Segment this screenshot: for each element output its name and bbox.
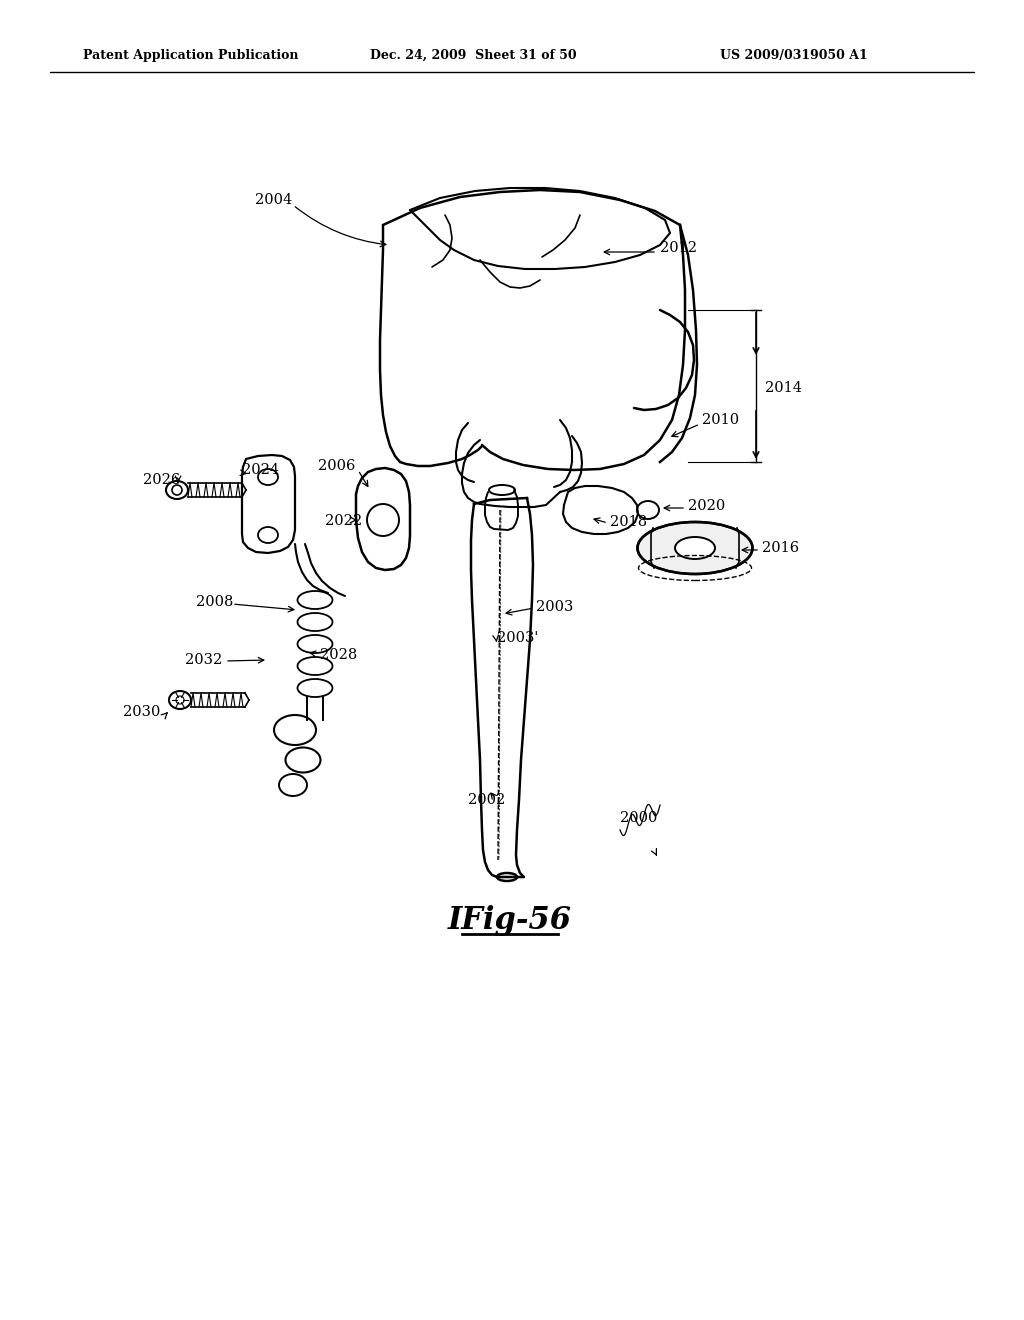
- Text: 2028: 2028: [319, 648, 357, 663]
- Ellipse shape: [675, 537, 715, 558]
- Text: 2003': 2003': [497, 631, 539, 645]
- Text: 2030: 2030: [123, 705, 161, 719]
- Text: 2014: 2014: [765, 381, 802, 395]
- Ellipse shape: [274, 715, 316, 744]
- Text: Dec. 24, 2009  Sheet 31 of 50: Dec. 24, 2009 Sheet 31 of 50: [370, 49, 577, 62]
- Text: US 2009/0319050 A1: US 2009/0319050 A1: [720, 49, 867, 62]
- Text: 2020: 2020: [688, 499, 725, 513]
- Text: Patent Application Publication: Patent Application Publication: [83, 49, 299, 62]
- Ellipse shape: [298, 612, 333, 631]
- Text: 2024: 2024: [242, 463, 280, 477]
- Text: IFig-56: IFig-56: [449, 904, 572, 936]
- Ellipse shape: [286, 747, 321, 772]
- Ellipse shape: [638, 521, 753, 574]
- Ellipse shape: [169, 690, 191, 709]
- Ellipse shape: [298, 635, 333, 653]
- Text: 2010: 2010: [702, 413, 739, 426]
- Text: 2000: 2000: [620, 810, 657, 825]
- Text: 2004: 2004: [255, 193, 292, 207]
- Ellipse shape: [298, 591, 333, 609]
- Text: 2006: 2006: [318, 459, 355, 473]
- Ellipse shape: [279, 774, 307, 796]
- Ellipse shape: [298, 657, 333, 675]
- Text: 2002: 2002: [468, 793, 505, 807]
- Text: 2012: 2012: [660, 242, 697, 255]
- Text: 2032: 2032: [185, 653, 222, 667]
- Text: 2016: 2016: [762, 541, 799, 554]
- Text: 2022: 2022: [325, 513, 362, 528]
- Text: 2008: 2008: [196, 595, 233, 609]
- Text: 2026: 2026: [143, 473, 180, 487]
- Ellipse shape: [166, 480, 188, 499]
- Text: 2003: 2003: [536, 601, 573, 614]
- Text: 2018: 2018: [610, 515, 647, 529]
- Ellipse shape: [298, 678, 333, 697]
